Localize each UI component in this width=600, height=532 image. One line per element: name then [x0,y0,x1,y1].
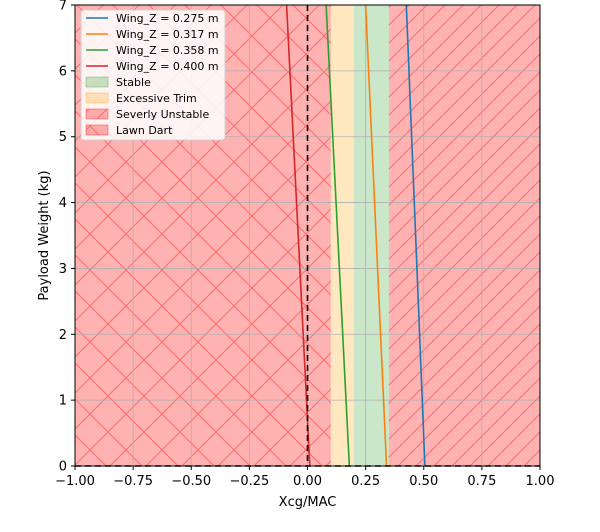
x-tick-label: 0.00 [293,474,322,489]
x-axis-ticks: −1.00 −0.75 −0.50 −0.25 0.00 0.25 0.50 0.75 1.00 [55,466,554,489]
y-tick-label: 3 [59,262,67,277]
legend-label-series-2: Wing_Z = 0.317 m [116,28,219,41]
series-line-4 [285,5,311,466]
y-tick-label: 2 [59,328,67,343]
y-tick-label: 6 [59,64,67,79]
x-axis-title: Xcg/MAC [279,495,337,510]
y-tick-label: 0 [59,460,67,475]
y-tick-label: 4 [59,196,67,211]
x-tick-label: −1.00 [55,474,95,489]
legend: Wing_Z = 0.275 m Wing_Z = 0.317 m Wing_Z =… [80,9,226,141]
legend-label-series-4: Wing_Z = 0.400 m [116,60,219,73]
legend-label-excessive-trim: Excessive Trim [116,92,197,105]
legend-swatch-stable [85,76,109,88]
legend-label-severly-unstable: Severly Unstable [116,108,209,121]
legend-swatch-hatch-severly-unstable [86,109,108,119]
region-excessive-trim [330,5,354,466]
series-layer [285,5,426,466]
y-axis-title: Payload Weight (kg) [37,170,52,300]
series-line-2 [364,5,388,466]
legend-label-series-3: Wing_Z = 0.358 m [116,44,219,57]
x-tick-label: −0.75 [113,474,153,489]
legend-swatch-excessive-trim [85,92,109,104]
x-tick-label: 1.00 [526,474,555,489]
legend-label-lawn-dart: Lawn Dart [116,124,173,137]
legend-swatch-hatch-lawn-dart [86,125,108,135]
region-hatch-severly-unstable [388,5,540,466]
y-axis-ticks: 0 1 2 3 4 5 6 7 [59,0,75,475]
y-tick-label: 7 [59,0,67,14]
x-tick-label: −0.25 [229,474,269,489]
legend-label-stable: Stable [116,76,151,89]
series-line-1 [405,5,426,466]
legend-box [80,9,226,141]
x-tick-label: 0.25 [351,474,380,489]
x-tick-label: 0.75 [467,474,496,489]
x-tick-label: 0.50 [409,474,438,489]
legend-label-series-1: Wing_Z = 0.275 m [116,12,219,25]
series-line-3 [325,5,351,466]
y-tick-label: 5 [59,130,67,145]
x-tick-label: −0.50 [171,474,211,489]
y-tick-label: 1 [59,394,67,409]
